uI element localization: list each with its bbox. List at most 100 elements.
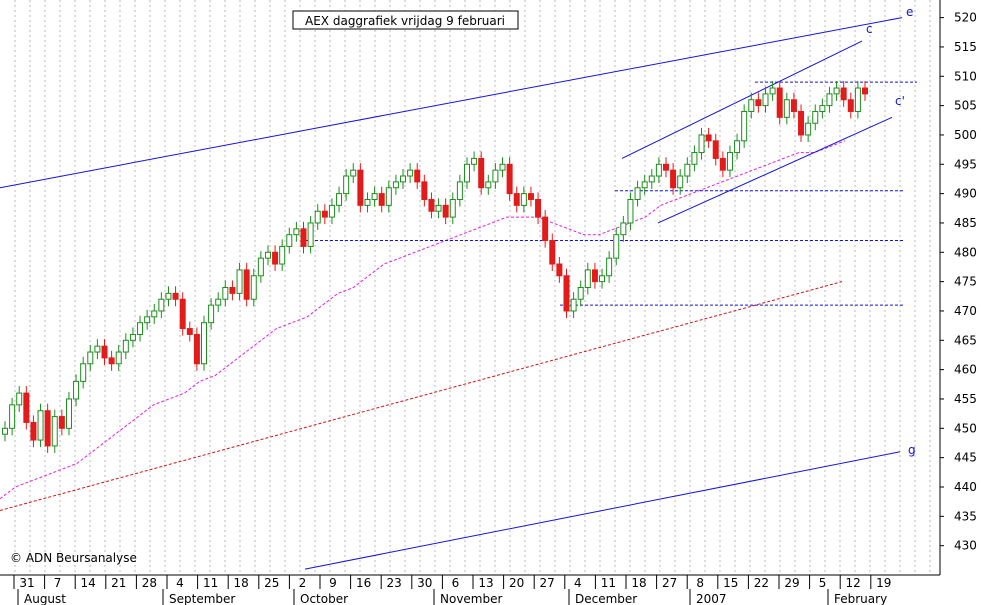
- candle-body: [328, 204, 335, 218]
- candle-body: [542, 216, 549, 242]
- candle-body: [819, 105, 826, 112]
- x-tick-label: 20: [509, 576, 524, 590]
- y-tick-label: 470: [954, 304, 977, 318]
- x-tick-label: 5: [819, 576, 827, 590]
- y-tick-label: 520: [954, 11, 977, 25]
- candle-body: [584, 269, 591, 288]
- copyright-label: © ADN Beursanalyse: [10, 551, 137, 565]
- candle-body: [833, 87, 840, 95]
- candle-body: [627, 198, 634, 224]
- candle-body: [30, 421, 37, 441]
- candle-body: [16, 392, 23, 406]
- x-tick-label: 8: [696, 576, 704, 590]
- candle-body: [748, 99, 755, 112]
- candle-body: [471, 157, 478, 165]
- y-tick-label: 440: [954, 480, 977, 494]
- y-tick-label: 500: [954, 128, 977, 142]
- candle-body: [137, 322, 144, 335]
- trendline-label: g: [908, 443, 916, 457]
- candle-body: [563, 275, 570, 312]
- candle-body: [776, 87, 783, 118]
- y-tick-label: 510: [954, 69, 977, 83]
- trendline-label: c: [866, 22, 873, 36]
- candle-body: [165, 292, 172, 300]
- month-label: November: [440, 592, 502, 605]
- candle-body: [229, 287, 236, 294]
- candle-body: [790, 99, 797, 112]
- candle-body: [428, 198, 435, 212]
- candle-body: [350, 169, 357, 177]
- candle-body: [840, 87, 847, 101]
- x-tick-label: 12: [846, 576, 861, 590]
- y-tick-label: 495: [954, 157, 977, 171]
- candle-body: [670, 169, 677, 189]
- y-tick-label: 465: [954, 333, 977, 347]
- candle-body: [144, 316, 151, 324]
- candle-body: [741, 110, 748, 142]
- candle-body: [527, 193, 534, 200]
- candle-body: [798, 110, 805, 136]
- title-box: [292, 10, 519, 30]
- candle-body: [684, 163, 691, 177]
- candle-body: [208, 304, 215, 324]
- candle-body: [264, 251, 271, 259]
- x-tick-label: 29: [784, 576, 799, 590]
- x-tick-label: 6: [452, 576, 460, 590]
- candle-body: [414, 169, 421, 183]
- candle-body: [812, 110, 819, 124]
- candle-body: [364, 198, 371, 206]
- candle-body: [577, 287, 584, 300]
- candle-body: [705, 134, 712, 142]
- candle-body: [151, 310, 158, 318]
- candle-body: [257, 257, 264, 277]
- candle-body: [286, 234, 293, 247]
- month-label: September: [169, 592, 235, 605]
- candle-body: [634, 187, 641, 200]
- candle-body: [641, 181, 648, 189]
- y-tick-label: 485: [954, 216, 977, 230]
- candle-body: [655, 163, 662, 177]
- candle-body: [456, 181, 463, 200]
- chart-title: AEX daggrafiek vrijdag 9 februari: [305, 14, 505, 28]
- candle-body: [51, 416, 58, 447]
- candle-body: [591, 269, 598, 283]
- candle-body: [279, 245, 286, 265]
- candle-body: [122, 339, 129, 353]
- candle-body: [485, 181, 492, 189]
- candle-body: [847, 99, 854, 112]
- candle-body: [243, 269, 250, 300]
- candle-body: [58, 416, 65, 429]
- y-tick-label: 490: [954, 187, 977, 201]
- x-tick-label: 31: [19, 576, 34, 590]
- candle-body: [769, 87, 776, 95]
- trendline-e: [0, 17, 903, 189]
- candle-body: [613, 234, 620, 259]
- trendline-labels: e c c' g: [866, 5, 916, 457]
- x-tick-label: 15: [723, 576, 738, 590]
- candle-body: [677, 175, 684, 189]
- candle-body: [193, 333, 200, 365]
- candle-body: [336, 193, 343, 206]
- candle-body: [158, 298, 165, 312]
- candle-body: [691, 152, 698, 165]
- candle-body: [513, 193, 520, 206]
- x-tick-labels: 31 7 14 21 28 4 11 18 25 2 9 16 23 30 6 13 20 27 4 11 18 27 8 1…: [13, 575, 891, 590]
- candle-body: [421, 181, 428, 200]
- candle-body: [520, 193, 527, 206]
- candle-body: [449, 198, 456, 218]
- long-moving-average: [0, 281, 843, 511]
- y-tick-labels: 430 435 440 445 450 455 460 465 470 475 480 485 490 4…: [940, 11, 977, 553]
- candle-body: [129, 333, 136, 341]
- candle-body: [371, 193, 378, 200]
- candle-body: [293, 228, 300, 236]
- candle-body: [115, 351, 122, 365]
- x-tick-label: 4: [176, 576, 184, 590]
- candle-body: [201, 322, 208, 365]
- x-tick-label: 9: [329, 576, 337, 590]
- candle-body: [23, 392, 30, 423]
- month-label: August: [24, 592, 66, 605]
- y-tick-label: 445: [954, 451, 977, 465]
- candle-body: [385, 187, 392, 206]
